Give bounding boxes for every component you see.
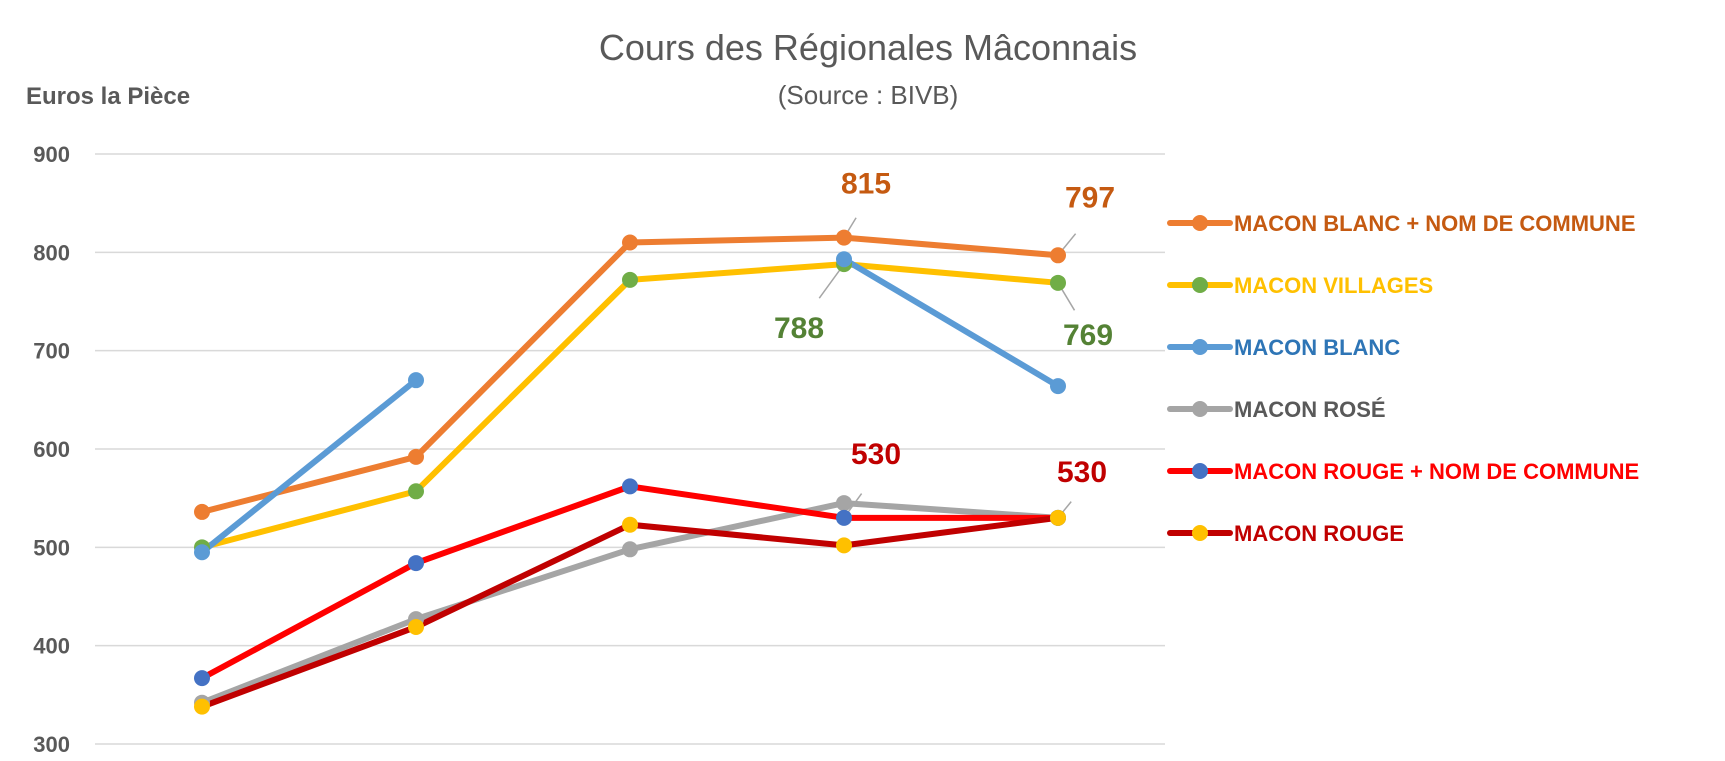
- data-point: [836, 495, 852, 512]
- legend-label: MACON ROUGE: [1234, 521, 1404, 546]
- data-point: [408, 555, 424, 572]
- y-axis-label: Euros la Pièce: [26, 83, 190, 110]
- data-point: [622, 541, 638, 558]
- chart-title: Cours des Régionales Mâconnais: [599, 27, 1137, 68]
- legend-marker: [1192, 401, 1208, 417]
- legend-marker: [1192, 463, 1208, 479]
- legend: MACON BLANC + NOM DE COMMUNE MACON VILLAG…: [1167, 211, 1639, 546]
- y-tick-label: 800: [33, 240, 70, 265]
- data-label: 530: [1057, 456, 1107, 489]
- series-markers: [194, 229, 1066, 715]
- data-label: 530: [851, 438, 901, 471]
- data-point: [622, 516, 638, 533]
- data-point: [836, 509, 852, 526]
- data-point: [408, 483, 424, 500]
- data-point: [622, 478, 638, 495]
- legend-label: MACON ROSÉ: [1234, 397, 1386, 422]
- y-tick-label: 700: [33, 339, 70, 364]
- chart-subtitle: (Source : BIVB): [778, 80, 959, 110]
- data-labels: 815 797 788 769 530 530: [774, 168, 1115, 489]
- data-label: 815: [841, 168, 891, 201]
- data-point: [836, 229, 852, 246]
- data-label: 769: [1063, 319, 1113, 352]
- legend-marker: [1192, 277, 1208, 293]
- data-point: [622, 234, 638, 251]
- y-tick-label: 500: [33, 535, 70, 560]
- series-lines: [199, 234, 1061, 710]
- y-axis-ticks: 300 400 500 600 700 800 900: [33, 142, 70, 757]
- data-point: [194, 503, 210, 520]
- data-label: 797: [1065, 181, 1115, 214]
- data-label: 788: [774, 312, 824, 345]
- y-tick-label: 900: [33, 142, 70, 167]
- y-tick-label: 300: [33, 732, 70, 757]
- legend-label: MACON ROUGE + NOM DE COMMUNE: [1234, 459, 1639, 484]
- data-point: [194, 698, 210, 715]
- data-point: [408, 618, 424, 635]
- legend-marker: [1192, 339, 1208, 355]
- legend-marker: [1192, 215, 1208, 231]
- data-point: [194, 670, 210, 687]
- legend-label: MACON BLANC: [1234, 335, 1400, 360]
- data-point: [1050, 247, 1066, 264]
- data-point: [622, 271, 638, 288]
- data-point: [1050, 378, 1066, 395]
- data-point: [836, 251, 852, 268]
- data-point: [1050, 274, 1066, 291]
- data-point: [408, 448, 424, 465]
- data-point: [408, 372, 424, 389]
- legend-label: MACON VILLAGES: [1234, 273, 1433, 298]
- series-line: [841, 256, 1061, 390]
- legend-marker: [1192, 525, 1208, 541]
- y-tick-label: 600: [33, 437, 70, 462]
- data-point: [1050, 509, 1066, 526]
- data-point: [194, 544, 210, 561]
- legend-label: MACON BLANC + NOM DE COMMUNE: [1234, 211, 1636, 236]
- series-line: [199, 377, 419, 556]
- data-point: [836, 537, 852, 554]
- y-tick-label: 400: [33, 634, 70, 659]
